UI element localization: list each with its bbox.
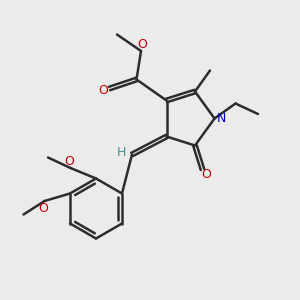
Text: H: H [117,146,126,159]
Text: O: O [64,155,74,168]
Text: O: O [38,202,48,215]
Text: O: O [201,168,211,182]
Text: N: N [216,112,226,125]
Text: O: O [98,83,108,97]
Text: O: O [138,38,147,51]
